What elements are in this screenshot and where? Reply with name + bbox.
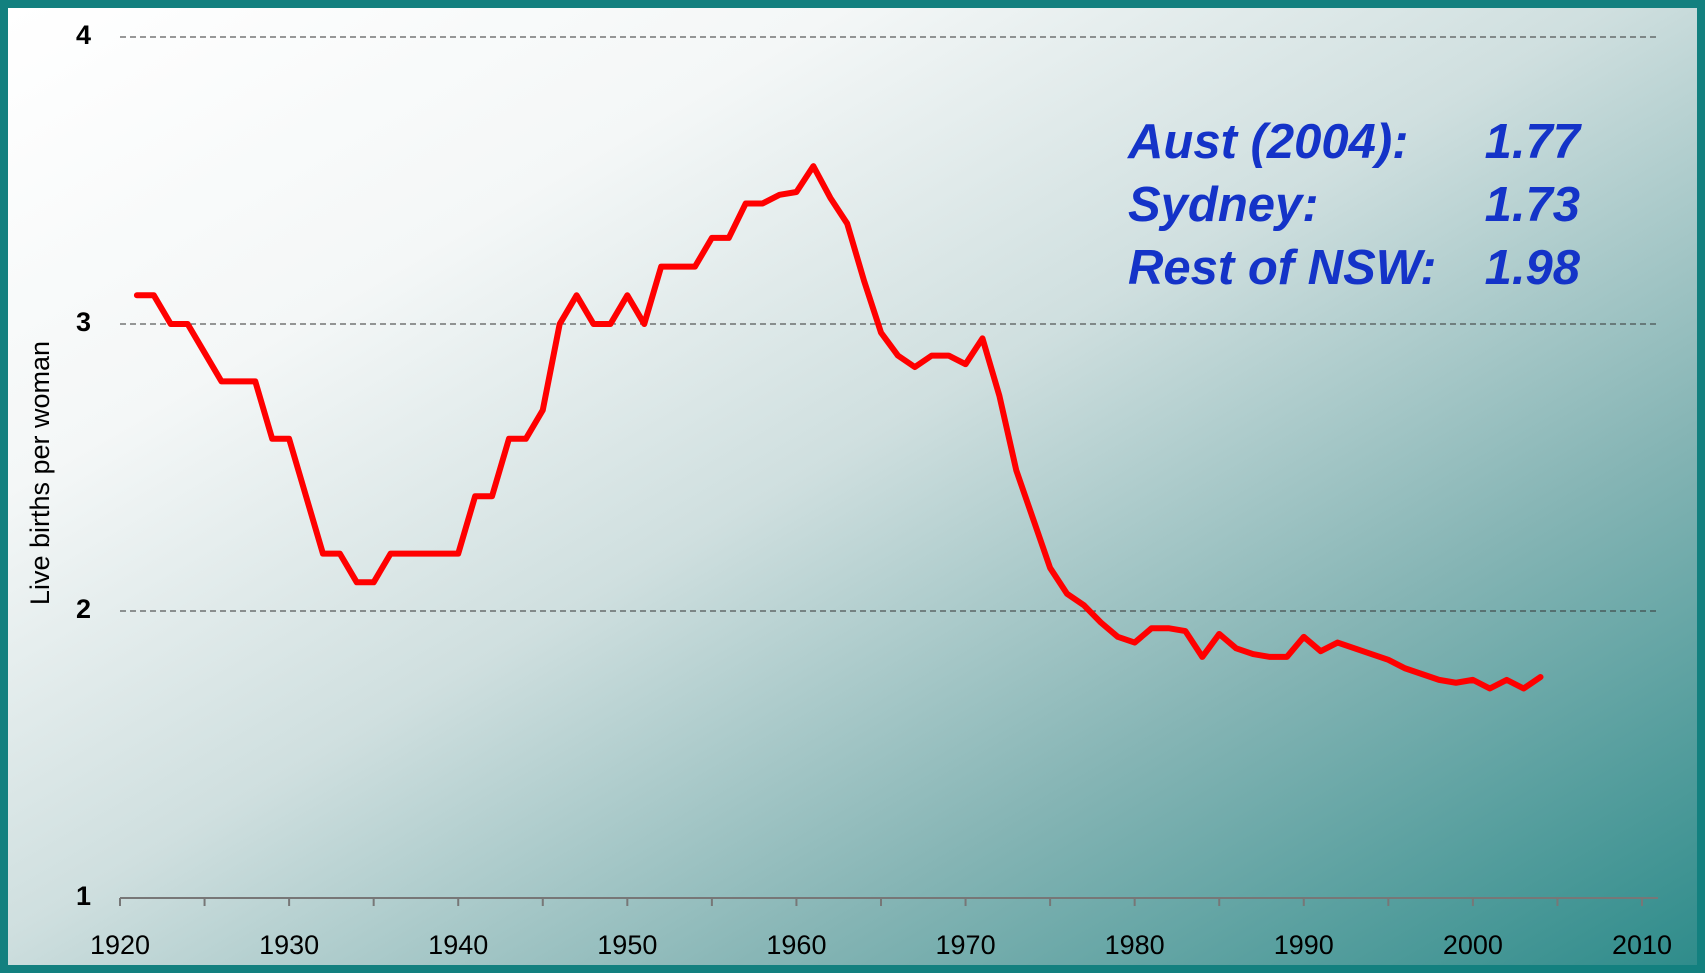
x-tick-label: 2000 <box>1443 930 1503 960</box>
x-tick-label: 2010 <box>1612 930 1672 960</box>
annotation-value: 1.77 <box>1485 115 1583 169</box>
annotation-label: Aust (2004): <box>1127 115 1408 169</box>
y-axis-label: Live births per woman <box>25 341 55 605</box>
annotation-label: Sydney: <box>1128 178 1319 232</box>
x-tick-label: 1970 <box>936 930 996 960</box>
x-tick-label: 1990 <box>1274 930 1334 960</box>
x-tick-label: 1920 <box>90 930 150 960</box>
y-tick-label: 1 <box>76 881 91 911</box>
y-tick-label: 2 <box>76 594 91 624</box>
annotation-value: 1.73 <box>1485 178 1580 232</box>
data-line <box>133 163 1544 692</box>
x-tick-label: 1980 <box>1105 930 1165 960</box>
y-tick-label: 4 <box>76 20 91 50</box>
annotation-value: 1.98 <box>1485 241 1581 295</box>
x-tick-label: 1940 <box>428 930 488 960</box>
x-tick-label: 1960 <box>766 930 826 960</box>
x-tick-label: 1930 <box>259 930 319 960</box>
y-tick-label: 3 <box>76 307 91 337</box>
x-tick-label: 1950 <box>597 930 657 960</box>
annotation-label: Rest of NSW: <box>1128 241 1437 295</box>
